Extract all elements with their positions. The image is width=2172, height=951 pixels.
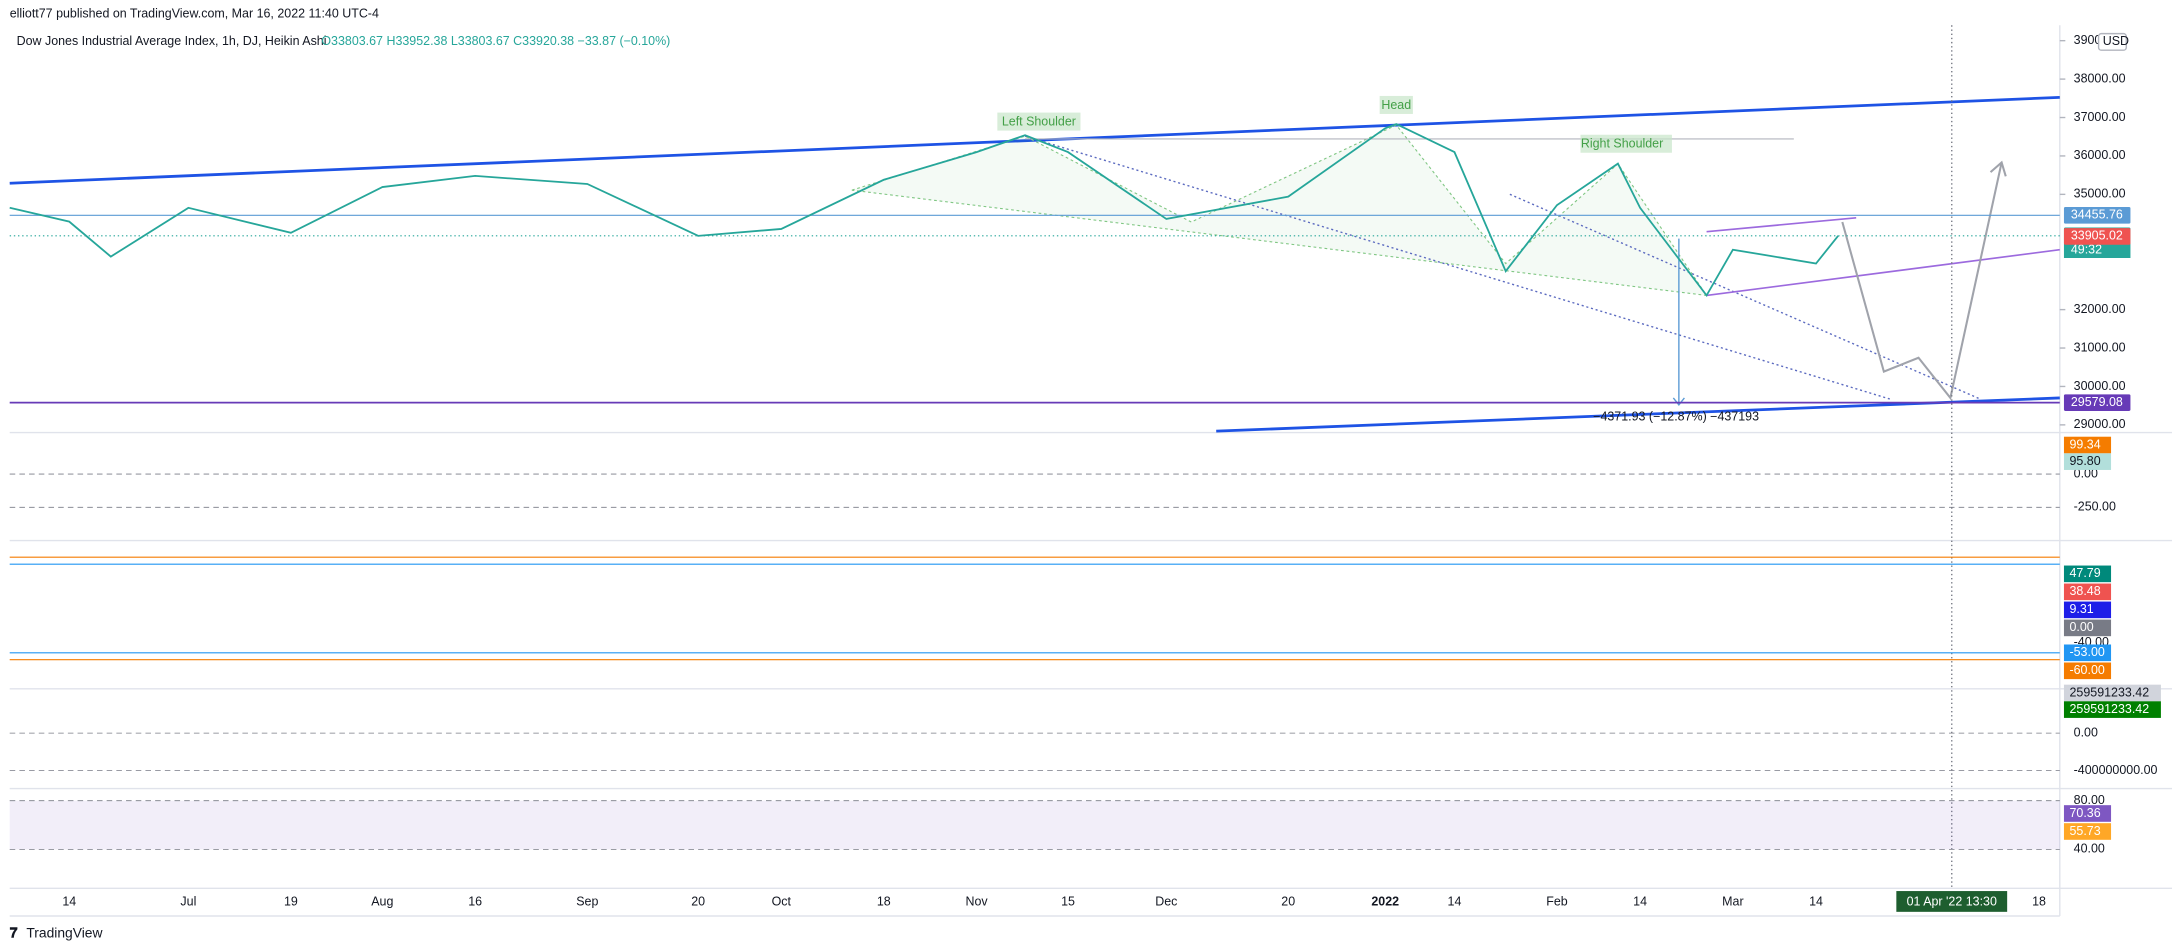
fan-line	[1024, 135, 1892, 400]
y-tick-label: 80.00	[2074, 793, 2105, 807]
y-tick-label: -250.00	[2074, 500, 2116, 514]
price-line-series	[9, 123, 1839, 298]
indicator-tag	[2063, 436, 2112, 454]
annotation-box	[1580, 134, 1672, 153]
y-tick-label: 40.00	[2074, 842, 2105, 856]
y-tick-label: 3900	[2074, 33, 2102, 47]
crosshair-label-bg	[1896, 891, 2008, 912]
indicator-tag-label: 38.48	[2069, 584, 2100, 598]
y-tick-label: 30000.00	[2074, 379, 2126, 393]
indicator-tag	[2063, 601, 2112, 619]
price-tag-label: 29579.08	[2071, 395, 2123, 409]
indicator-tag	[2063, 823, 2112, 840]
annotation: −4371.93 (−12.87%) −437193	[1593, 410, 1759, 424]
head-shoulders	[851, 124, 1708, 297]
indicator-tag	[2063, 565, 2112, 583]
ohlc: O33803.67 H33952.38 L33803.67 C33920.38 …	[321, 34, 670, 48]
x-tick-label: 14	[1448, 894, 1462, 908]
channel	[1706, 217, 1857, 233]
x-tick-label: 20	[691, 894, 705, 908]
y-tick-label: 36000.00	[2074, 148, 2126, 162]
indicator-tag-label: 47.79	[2069, 566, 2100, 580]
x-tick-label: 14	[1809, 894, 1823, 908]
price-tag	[2063, 228, 2131, 245]
indicator-tag	[2063, 662, 2112, 680]
indicator-tag-label: 0.00	[2069, 620, 2093, 634]
indicator-tag-label: 70.36	[2069, 806, 2100, 820]
arrow-head	[1989, 160, 2007, 177]
price-tag-label: 34455.76	[2071, 208, 2123, 222]
indicator-tag-label: -53.00	[2069, 645, 2104, 659]
x-tick-label: 16	[468, 894, 482, 908]
indicator-tag-label: 259591233.42	[2069, 702, 2149, 716]
countdown-bg	[2063, 242, 2131, 258]
legend: Dow Jones Industrial Average Index, 1h, …	[17, 34, 327, 48]
x-tick-label: Aug	[371, 894, 393, 908]
channel	[1706, 248, 2060, 297]
x-tick-label: Feb	[1546, 894, 1568, 908]
y-tick-label: -400000000.00	[2074, 763, 2158, 777]
y-tick-label: 32000.00	[2074, 302, 2126, 316]
indicator-tag-label: 259591233.42	[2069, 685, 2149, 699]
x-tick-label: Nov	[965, 894, 988, 908]
annotation-box	[1379, 95, 1413, 114]
price-tag	[2063, 206, 2131, 224]
publisher: elliott77 published on TradingView.com, …	[10, 7, 379, 21]
indicator-tag	[2063, 583, 2112, 601]
trend-line	[1216, 396, 2060, 433]
indicator-tag-label: 99.34	[2069, 437, 2100, 451]
y-tick-label: 31000.00	[2074, 340, 2126, 354]
indicator-tag-label: 95.80	[2069, 454, 2100, 468]
rsi-band	[9, 800, 2060, 850]
annotation-box	[997, 112, 1081, 131]
x-tick-label: 01 Apr '22 13:30	[1907, 894, 1997, 908]
currency: USD	[2103, 34, 2129, 48]
indicator-tag	[2063, 619, 2112, 637]
x-tick-label: 19	[284, 894, 298, 908]
x-tick-label: Mar	[1722, 894, 1743, 908]
pane-borders	[9, 25, 2172, 917]
currency-box	[2097, 32, 2127, 51]
x-tick-label: Oct	[772, 894, 792, 908]
y-tick-label: 29000.00	[2074, 417, 2126, 431]
trend-line	[9, 95, 2060, 185]
y-tick-label: 38000.00	[2074, 71, 2126, 85]
x-tick-label: 20	[1281, 894, 1295, 908]
indicator-tag-label: -60.00	[2069, 663, 2104, 677]
x-tick-label: 18	[877, 894, 891, 908]
x-tick-label: 14	[1633, 894, 1647, 908]
logo-mark: 𝟕	[10, 925, 18, 941]
indicator-tag	[2063, 684, 2161, 702]
x-tick-label: Dec	[1155, 894, 1177, 908]
x-tick-label: 14	[62, 894, 76, 908]
indicator-tag-label: 55.73	[2069, 824, 2100, 838]
footer: TradingView	[26, 925, 103, 941]
price-tag-label: 33905.02	[2071, 229, 2123, 243]
y-tick-label: 37000.00	[2074, 110, 2126, 124]
annotation: Right Shoulder	[1581, 137, 1663, 151]
logo: 𝟕 TradingView	[10, 925, 104, 941]
x-tick-label: Jul	[180, 894, 196, 908]
indicator-tag	[2063, 644, 2112, 662]
price-tag	[2063, 394, 2131, 411]
annotation: Head	[1381, 98, 1411, 112]
indicator-tag	[2063, 453, 2112, 470]
y-tick-label: 0.00	[2074, 725, 2098, 739]
measure-head	[1672, 397, 1685, 406]
indicator-tag-label: 9.31	[2069, 602, 2093, 616]
x-tick-label: Sep	[576, 894, 598, 908]
annotation: Left Shoulder	[1002, 115, 1076, 129]
indicator-tag	[2063, 701, 2161, 718]
y-tick-label: 35000.00	[2074, 187, 2126, 201]
indicator-tag	[2063, 805, 2112, 822]
x-tick-label: 15	[1061, 894, 1075, 908]
x-tick-label: 18	[2032, 894, 2046, 908]
projection-arrow	[1841, 162, 2003, 401]
countdown: 49:32	[2071, 243, 2102, 257]
x-tick-label: 2022	[1371, 894, 1399, 908]
